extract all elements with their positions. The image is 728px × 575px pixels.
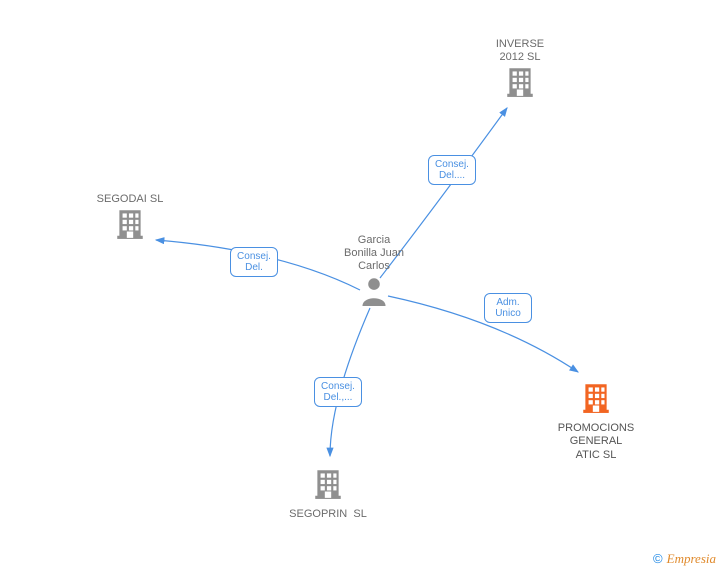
- edge-label-segodai: Consej. Del.: [230, 247, 278, 277]
- node-company-segoprin[interactable]: SEGOPRIN SL: [273, 466, 383, 521]
- edge-label-promocions: Adm. Unico: [484, 293, 532, 323]
- company-label: INVERSE 2012 SL: [496, 38, 544, 63]
- copyright-symbol: ©: [653, 551, 663, 566]
- building-icon: [465, 64, 575, 102]
- node-person-center[interactable]: Garcia Bonilla Juan Carlos: [319, 234, 429, 314]
- person-icon: [319, 276, 429, 310]
- node-company-segodai[interactable]: SEGODAI SL: [75, 193, 185, 248]
- company-label: SEGODAI SL: [97, 193, 164, 205]
- company-label: SEGOPRIN SL: [289, 508, 367, 520]
- brand-name: Empresia: [667, 551, 716, 566]
- node-company-inverse[interactable]: INVERSE 2012 SL: [465, 38, 575, 107]
- building-icon: [75, 206, 185, 244]
- building-icon: [541, 380, 651, 418]
- edge-label-segoprin: Consej. Del.,...: [314, 377, 362, 407]
- person-label: Garcia Bonilla Juan Carlos: [344, 234, 404, 272]
- node-company-promocions[interactable]: PROMOCIONS GENERAL ATIC SL: [541, 380, 651, 462]
- building-icon: [273, 466, 383, 504]
- edge-label-inverse: Consej. Del....: [428, 155, 476, 185]
- company-label: PROMOCIONS GENERAL ATIC SL: [558, 422, 634, 460]
- watermark: © Empresia: [653, 551, 716, 567]
- diagram-canvas: Consej. Del.... Consej. Del. Consej. Del.,…: [0, 0, 728, 575]
